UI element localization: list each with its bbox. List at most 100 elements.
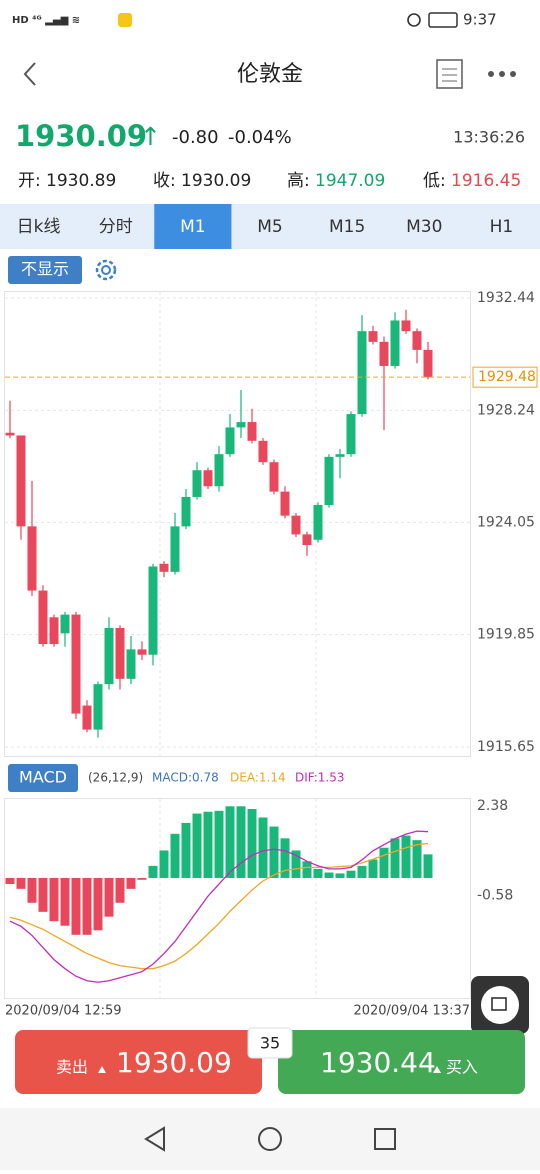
- price-change-pct: -0.04%: [228, 127, 292, 148]
- stat-value: 1930.09: [181, 171, 251, 191]
- macd-bar: [38, 877, 48, 912]
- macd-line: [9, 842, 429, 970]
- candle-body: [313, 504, 323, 540]
- candle-body: [192, 470, 202, 497]
- candle-body: [27, 526, 37, 591]
- tab[interactable]: H1: [490, 217, 514, 237]
- y-tick-label: 1919.85: [477, 627, 535, 643]
- y-tick-label: 1928.24: [477, 402, 535, 418]
- candle-body: [379, 341, 389, 366]
- macd-bar: [423, 854, 433, 878]
- candle-body: [203, 470, 213, 487]
- macd-bar: [115, 877, 125, 903]
- macd-bar: [346, 870, 356, 878]
- tab[interactable]: M5: [257, 217, 282, 237]
- x-tick-label: 2020/09/04 13:37: [353, 1004, 470, 1019]
- macd-bar: [390, 838, 400, 878]
- legend-entry: DIF:1.53: [295, 771, 345, 785]
- settings-icon[interactable]: [95, 259, 117, 281]
- y-tick-label: 1932.44: [477, 290, 535, 306]
- tab-active-bg: [154, 204, 232, 249]
- candle-body: [324, 456, 334, 505]
- page-title: 伦敦金: [237, 62, 303, 87]
- candle-body: [390, 320, 400, 366]
- candle-body: [401, 320, 411, 332]
- candle-body: [82, 705, 92, 730]
- stat-label: 开:: [18, 171, 41, 191]
- stat-label: 高:: [287, 171, 310, 191]
- menu-button[interactable]: [436, 59, 463, 89]
- alarm-icon: [407, 13, 421, 27]
- candle-body: [214, 454, 224, 487]
- candle-body: [258, 440, 268, 463]
- nav-home[interactable]: [258, 1127, 282, 1151]
- toggle-button[interactable]: [8, 256, 82, 284]
- tab[interactable]: 日k线: [17, 217, 61, 237]
- tab[interactable]: M15: [329, 217, 365, 237]
- candle-body: [423, 349, 433, 378]
- candle-body: [412, 331, 422, 350]
- price-change: -0.80: [172, 127, 219, 148]
- y-tick-label: 1924.05: [477, 514, 535, 530]
- y-tick-label: 2.38: [477, 798, 508, 814]
- candle-body: [159, 563, 169, 572]
- macd-bar: [16, 877, 26, 889]
- legend-entry: DEA:1.14: [230, 771, 286, 785]
- nav-back[interactable]: [144, 1126, 165, 1152]
- sell-button[interactable]: [15, 1030, 262, 1094]
- candle-body: [5, 432, 15, 436]
- candle-body: [181, 496, 191, 527]
- tab[interactable]: M1: [180, 217, 205, 237]
- price-arrow: ↑: [140, 122, 161, 151]
- quote-time: 13:36:26: [453, 128, 525, 147]
- buy-label: 买入: [446, 1058, 478, 1077]
- macd-bar: [71, 877, 81, 935]
- macd-bar: [247, 809, 257, 878]
- macd-bar: [291, 850, 301, 878]
- stat-label: 低:: [423, 171, 446, 191]
- candle-body: [357, 331, 367, 415]
- indicator-button[interactable]: [8, 764, 78, 792]
- sell-label: 卖出: [56, 1058, 88, 1077]
- back-button[interactable]: [23, 62, 36, 86]
- app-icon: [118, 13, 132, 27]
- float-button-icon: [481, 986, 519, 1024]
- spread-box: [247, 1027, 293, 1059]
- candle-body: [291, 515, 301, 535]
- macd-chart-frame: [4, 798, 471, 999]
- macd-bar: [280, 838, 290, 878]
- candle-body: [280, 491, 290, 516]
- candle-body: [71, 614, 81, 714]
- candle-body: [170, 526, 180, 572]
- nav-recent[interactable]: [374, 1128, 396, 1150]
- buy-button[interactable]: [278, 1030, 525, 1094]
- x-tick-label: 2020/09/04 12:59: [5, 1004, 122, 1019]
- candle-body: [49, 617, 59, 645]
- macd-bar: [181, 822, 191, 878]
- float-button-glyph: [491, 997, 507, 1011]
- tab[interactable]: 分时: [99, 217, 133, 237]
- battery-icon: [428, 12, 458, 28]
- candle-body: [38, 590, 48, 645]
- more-button[interactable]: [488, 71, 516, 77]
- candle-body: [93, 684, 103, 730]
- macd-line: [9, 830, 429, 983]
- macd-bar: [324, 872, 334, 878]
- macd-bar: [137, 877, 147, 880]
- macd-bar: [148, 865, 158, 878]
- candle-body: [225, 427, 235, 455]
- macd-bar: [126, 877, 136, 889]
- status-icons: HD ⁴ᴳ ▂▄▆ ≋: [12, 15, 80, 26]
- tab-bar: [0, 204, 540, 249]
- macd-bar: [214, 810, 224, 878]
- macd-bar: [412, 840, 422, 878]
- macd-bar: [401, 835, 411, 878]
- tab[interactable]: M30: [406, 217, 442, 237]
- indicator-label: MACD: [19, 768, 67, 787]
- macd-bar: [60, 877, 70, 926]
- macd-bar: [5, 877, 15, 885]
- stat-value: 1916.45: [451, 171, 521, 191]
- macd-bar: [49, 877, 59, 922]
- y-tick-label: 1915.65: [477, 739, 535, 755]
- macd-bar: [82, 877, 92, 935]
